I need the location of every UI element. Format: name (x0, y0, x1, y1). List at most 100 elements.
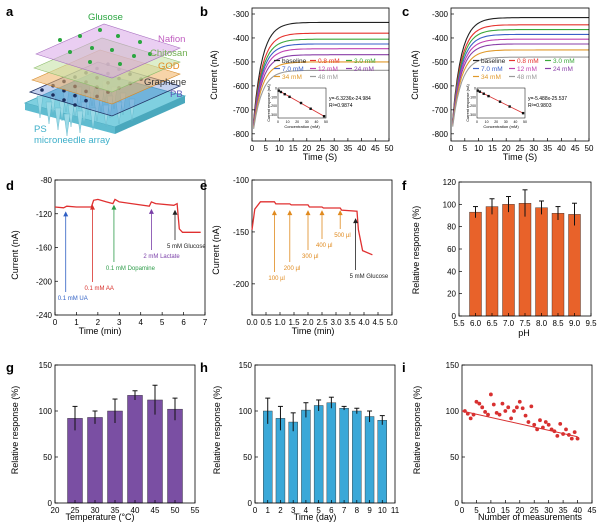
microneedle (36, 95, 44, 119)
current-curve-0 (452, 17, 589, 120)
y-tick-label: 0 (48, 499, 53, 508)
inset-point (322, 115, 326, 118)
legend-label: 12 mM (318, 66, 338, 73)
x-tick-label: 25 (316, 144, 325, 153)
inset-x-tick: 10 (286, 120, 290, 124)
y-tick-label: -700 (432, 106, 449, 115)
x-tick-label: 7.5 (519, 319, 531, 328)
x-tick-label: 7 (342, 506, 347, 515)
y-tick-label: 100 (239, 407, 253, 416)
x-tick-label: 9 (367, 506, 372, 515)
inset-x-tick: 50 (324, 120, 328, 124)
x-tick-label: 50 (385, 144, 394, 153)
annotation-label: 400 µl (316, 243, 332, 249)
bar (301, 409, 311, 504)
scatter-point (514, 405, 519, 410)
glucose-molecules (58, 28, 152, 66)
annotation-label: 0.1 mM AA (85, 286, 114, 292)
glucose-dot (118, 62, 122, 66)
bar (167, 408, 183, 504)
panel-b-inset: 0 10 20 30 40 50 0 -100 -200 -300 y=-6.3236x-24.98… (267, 83, 371, 129)
y-tick-label: -200 (36, 277, 53, 286)
inset-x-tick: 0 (476, 120, 478, 124)
y-tick-label: 60 (447, 245, 456, 254)
inset-frame (476, 87, 526, 119)
graphene-node (62, 98, 66, 102)
x-tick-label: 5.0 (386, 318, 398, 327)
annotation-arrowhead (63, 211, 69, 217)
bar (107, 410, 123, 504)
scatter-point (480, 405, 485, 410)
scatter-point (471, 412, 476, 417)
panel-d-xlabel: Time (min) (79, 326, 122, 336)
current-curve-5 (452, 43, 589, 125)
bar (551, 213, 565, 317)
selectivity-trace (54, 198, 201, 233)
scatter-point (468, 416, 473, 421)
legend-label: 12 mM (517, 66, 537, 73)
legend-label: 34 mM (282, 74, 302, 81)
y-tick-label: 40 (447, 267, 456, 276)
x-tick-label: 3.5 (344, 318, 356, 327)
x-tick-label: 35 (543, 144, 552, 153)
scatter-point (488, 392, 493, 397)
x-tick-label: 40 (131, 506, 140, 515)
y-tick-label: 20 (447, 290, 456, 299)
x-tick-label: 5 (160, 318, 165, 327)
x-tick-label: 40 (357, 144, 366, 153)
inset-r2: R²=0.9874 (329, 103, 353, 109)
annotation-label: 100 µl (268, 276, 284, 282)
scatter-point (543, 420, 548, 424)
scatter-point (523, 413, 528, 418)
inset-equation: y=-5.488x-25.537 (528, 96, 567, 102)
x-tick-label: 10 (486, 506, 495, 515)
ps-layer-side-right (115, 96, 185, 134)
graphene-node (73, 103, 77, 107)
scatter-point (509, 416, 514, 421)
x-tick-label: 10 (378, 506, 387, 515)
annotation-label: 5 mM Glucose (167, 244, 206, 250)
inset-y-tick: -100 (469, 95, 476, 99)
scatter-point (520, 406, 525, 411)
panel-f-plot: 5.5 6.0 6.5 7.0 7.5 8.0 8.5 9.0 9.5 0 20 40 60 80 100 1… (443, 178, 597, 328)
annotation-label: 300 µl (302, 254, 318, 260)
scatter-point (526, 420, 531, 424)
x-tick-label: 1.0 (274, 318, 286, 327)
x-tick-label: 6 (181, 318, 186, 327)
scatter-point (506, 405, 511, 410)
x-tick-label: 15 (488, 144, 497, 153)
label-graphene: Graphene (144, 77, 186, 88)
graphene-node (40, 88, 44, 92)
inset-point (279, 90, 283, 94)
x-tick-label: 0 (250, 144, 255, 153)
inset-y-tick: -200 (469, 104, 476, 108)
x-tick-label: 3 (291, 506, 296, 515)
annotation-arrowhead (90, 204, 95, 210)
glucose-dot (58, 38, 62, 42)
y-tick-label: -300 (432, 10, 449, 19)
panel-e-plot: 0.0 0.5 1.0 1.5 2.0 2.5 3.0 3.5 4.0 4.5 5.0 -100 -15… (233, 176, 398, 327)
panel-c-letter: c (402, 4, 409, 19)
inset-ylabel: Current response (nA) (267, 83, 271, 121)
annotation-arrowhead (148, 208, 154, 214)
annotation-arrowhead (353, 218, 359, 224)
y-tick-label: 50 (243, 453, 252, 462)
y-tick-label: 0 (452, 312, 457, 321)
inset-point (498, 100, 502, 103)
plot-frame (54, 364, 196, 504)
x-tick-label: 20 (502, 144, 511, 153)
x-tick-label: 5 (316, 506, 321, 515)
x-tick-label: 5.5 (453, 319, 465, 328)
x-tick-label: 0 (53, 318, 58, 327)
x-tick-label: 8 (355, 506, 360, 515)
bar (288, 421, 298, 504)
annotation-arrowhead (111, 204, 117, 210)
label-ps: PS (34, 124, 47, 135)
panel-f-chart: f 5.5 6.0 6.5 7.0 7.5 8.0 8.5 9.0 9.5 0 20 40 60 80 10… (402, 178, 597, 338)
bar (147, 399, 163, 504)
panel-i-letter: i (402, 360, 406, 375)
bar (87, 417, 103, 504)
scatter-point (465, 411, 470, 416)
y-tick-label: -200 (233, 280, 250, 289)
annotation-label: 0.1 mM Dopamine (106, 266, 156, 272)
